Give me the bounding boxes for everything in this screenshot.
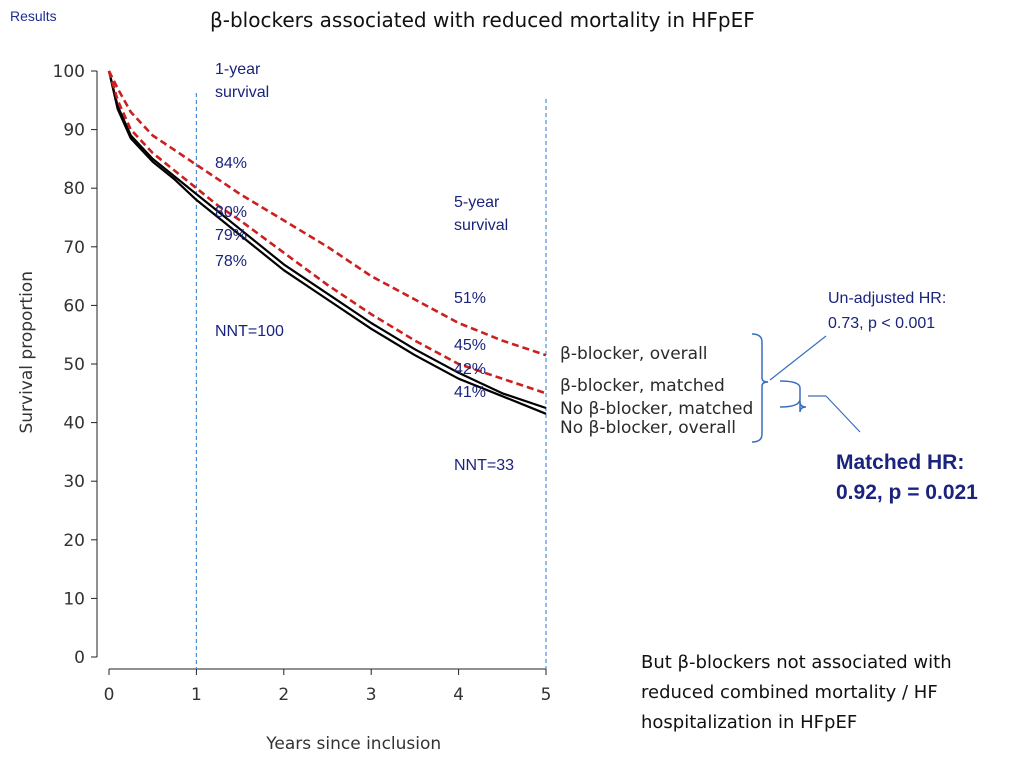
y-tick-label: 70 [63,238,85,258]
matched-connector [825,395,861,433]
value-label-5y: 45% [454,337,486,354]
x-tick-label: 3 [366,685,377,705]
x-tick-label: 2 [278,685,289,705]
y-tick-label: 90 [63,121,85,141]
matched-bracket [779,380,807,413]
y-tick-label: 100 [53,62,85,82]
y-axis-label: Survival proportion [17,271,37,434]
unadjusted-connector [769,335,827,381]
nnt-label-1y: NNT=100 [215,323,284,340]
y-tick-label: 30 [63,472,85,492]
x-tick-label: 4 [453,685,464,705]
value-label-5y: 41% [454,384,486,401]
x-tick-label: 0 [104,685,115,705]
hr-annotations: Un-adjusted HR: 0.73, p < 0.001 Matched HR… [751,290,978,504]
value-label-5y: 51% [454,290,486,307]
unadjusted-hr-value: 0.73, p < 0.001 [828,315,935,332]
legend-label: No β-blocker, matched [560,399,753,419]
marker-label-1y: 1-year [215,61,261,78]
y-tick-label: 0 [74,648,85,668]
value-label-1y: 80% [215,204,247,221]
value-label-5y: 42% [454,361,486,378]
y-tick-label: 40 [63,414,85,434]
x-tick-label: 5 [541,685,552,705]
marker-label-5y: survival [454,217,508,234]
series-line [107,70,547,415]
overall-bracket [751,333,769,443]
legend-label: β-blocker, overall [560,344,708,364]
marker-label-5y: 5-year [454,194,500,211]
section-label: Results [10,8,57,24]
matched-hr-label: Matched HR: [836,451,964,474]
value-label-1y: 78% [215,253,247,270]
legend-label: β-blocker, matched [560,376,725,396]
x-axis-label: Years since inclusion [265,734,441,754]
slide-title: β-blockers associated with reduced morta… [210,8,755,32]
nnt-label-5y: NNT=33 [454,457,514,474]
value-label-1y: 84% [215,155,247,172]
series-lines [107,70,547,415]
y-tick-label: 20 [63,531,85,551]
y-tick-label: 80 [63,179,85,199]
value-labels: 84% 80% 79% 78% 51% 45% 42% 41% [215,155,486,401]
x-tick-label: 1 [191,685,202,705]
series-line [107,70,547,410]
matched-hr-value: 0.92, p = 0.021 [836,481,978,504]
vertical-markers: 1-year survival NNT=100 5-year survival NNT=3… [195,61,547,669]
legend-label: No β-blocker, overall [560,418,736,438]
legend: β-blocker, overall β-blocker, matched No β… [560,344,753,438]
chart-axes: 0 10 20 30 40 50 60 70 80 90 100 0 1 2 3 4 5 Years since … [17,62,551,754]
y-tick-label: 50 [63,355,85,375]
value-label-1y: 79% [215,227,247,244]
marker-label-1y: survival [215,84,269,101]
y-tick-label: 60 [63,296,85,316]
y-tick-label: 10 [63,589,85,609]
footnote-text: But β-blockers not associated with reduc… [641,652,952,733]
unadjusted-hr-label: Un-adjusted HR: [828,290,946,307]
series-line [107,70,547,357]
